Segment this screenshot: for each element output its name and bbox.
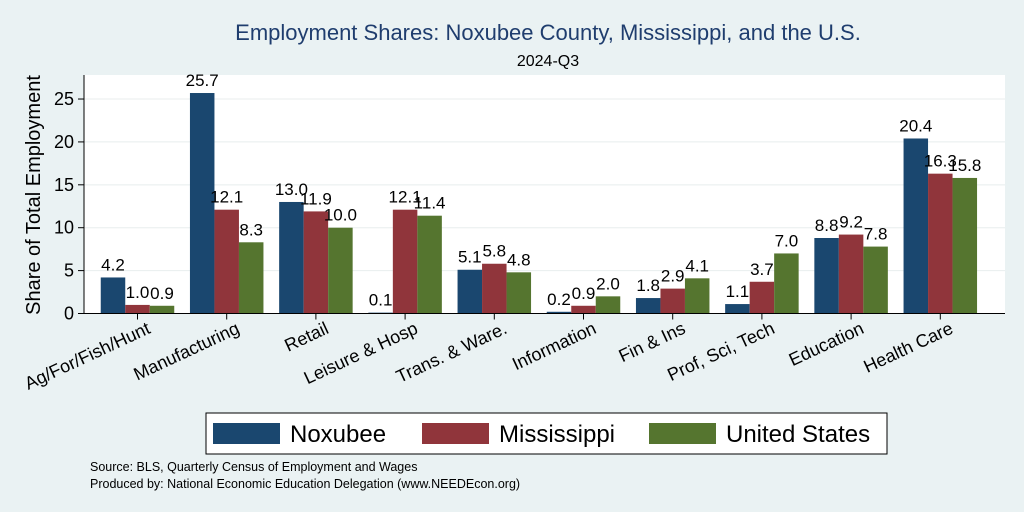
y-axis-ticks: 0 5 10 15 20 25 (54, 89, 84, 324)
data-label: 11.4 (414, 194, 446, 213)
data-labels-group: 4.21.0 0.925.712.18.313.011.910.00.112.11… (101, 71, 981, 310)
bar-mississippi (660, 288, 685, 314)
bar-noxubee (546, 311, 572, 314)
bar-united-states (149, 305, 175, 314)
y-tick-label: 25 (54, 89, 74, 109)
data-label: 1.8 (636, 276, 660, 295)
source-note: Source: BLS, Quarterly Census of Employm… (90, 460, 417, 474)
data-label: 8.8 (815, 216, 839, 235)
bar-united-states (238, 242, 264, 314)
bar-united-states (952, 177, 978, 314)
data-label: 5.1 (458, 248, 482, 267)
data-label: 10.0 (324, 206, 357, 225)
data-label: 4.8 (507, 250, 531, 269)
data-label: 12.1 (210, 188, 243, 207)
bar-united-states (863, 246, 888, 314)
bar-noxubee (189, 93, 215, 314)
data-label: 4.1 (685, 256, 709, 275)
data-label: 15.8 (948, 156, 981, 175)
chart-subtitle: 2024-Q3 (517, 53, 579, 70)
legend-label: United States (726, 421, 870, 448)
bar-mississippi (392, 209, 418, 314)
data-label: 16.3 (924, 152, 957, 171)
data-label: 8.3 (239, 220, 263, 239)
y-tick-label: 15 (54, 175, 74, 195)
bar-mississippi (214, 209, 239, 314)
bar-noxubee (903, 138, 929, 314)
bar-noxubee (457, 269, 483, 314)
data-label: 3.7 (750, 260, 774, 279)
x-tick-label: Education (786, 318, 867, 370)
x-tick-label: Information (509, 318, 599, 374)
bar-mississippi (928, 173, 953, 314)
bar-noxubee (814, 238, 839, 314)
bar-noxubee (725, 304, 750, 314)
data-label: 0.9 (572, 284, 596, 303)
bar-noxubee (100, 277, 126, 314)
bar-mississippi (482, 263, 507, 314)
legend: Noxubee Mississippi United States (205, 412, 888, 455)
bar-united-states (595, 296, 621, 314)
data-label: 11.9 (300, 189, 332, 208)
y-tick-label: 10 (54, 218, 74, 238)
chart-title: Employment Shares: Noxubee County, Missi… (235, 20, 861, 45)
legend-label: Mississippi (499, 421, 615, 448)
legend-swatch-united-states (649, 423, 716, 444)
data-label: 0.9 (150, 284, 174, 303)
data-label: 7.0 (775, 231, 799, 250)
bars-group (100, 93, 978, 314)
y-axis-label: Share of Total Employment (23, 75, 45, 315)
bar-mississippi (749, 281, 775, 314)
data-label: 20.4 (899, 116, 932, 135)
bar-united-states (774, 253, 799, 314)
y-tick-label: 5 (64, 261, 74, 281)
x-tick-label: Fin & Ins (616, 318, 689, 366)
x-tick-label: Health Care (860, 318, 956, 377)
bar-mississippi (571, 305, 596, 314)
data-label: 1.0 (126, 283, 150, 302)
data-label: 0.1 (369, 291, 393, 310)
data-label: 9.2 (839, 213, 863, 232)
legend-box (205, 412, 888, 455)
data-label: 2.9 (661, 267, 685, 286)
legend-swatch-noxubee (213, 423, 280, 444)
y-tick-label: 20 (54, 132, 74, 152)
data-label: 4.2 (101, 255, 125, 274)
bar-mississippi (303, 211, 329, 314)
bar-united-states (506, 272, 532, 314)
legend-swatch-mississippi (422, 423, 489, 444)
x-tick-label: Ag/For/Fish/Hunt (21, 318, 153, 394)
legend-label: Noxubee (290, 421, 386, 448)
x-tick-label: Retail (281, 318, 331, 356)
y-tick-label: 0 (64, 304, 74, 324)
data-label: 1.1 (726, 282, 750, 301)
data-label: 7.8 (864, 225, 888, 244)
data-label: 25.7 (186, 71, 219, 90)
bar-united-states (684, 278, 710, 314)
data-label: 5.8 (482, 242, 506, 261)
data-label: 12.1 (389, 188, 422, 207)
bar-mississippi (838, 234, 864, 314)
bar-noxubee (635, 298, 661, 314)
bar-mississippi (125, 304, 150, 314)
bar-united-states (328, 227, 353, 314)
data-label: 0.2 (547, 290, 571, 309)
bar-noxubee (279, 201, 304, 314)
data-label: 2.0 (596, 274, 620, 293)
bar-united-states (417, 215, 442, 314)
produced-by-note: Produced by: National Economic Education… (90, 477, 520, 491)
data-label: 13.0 (275, 180, 308, 199)
